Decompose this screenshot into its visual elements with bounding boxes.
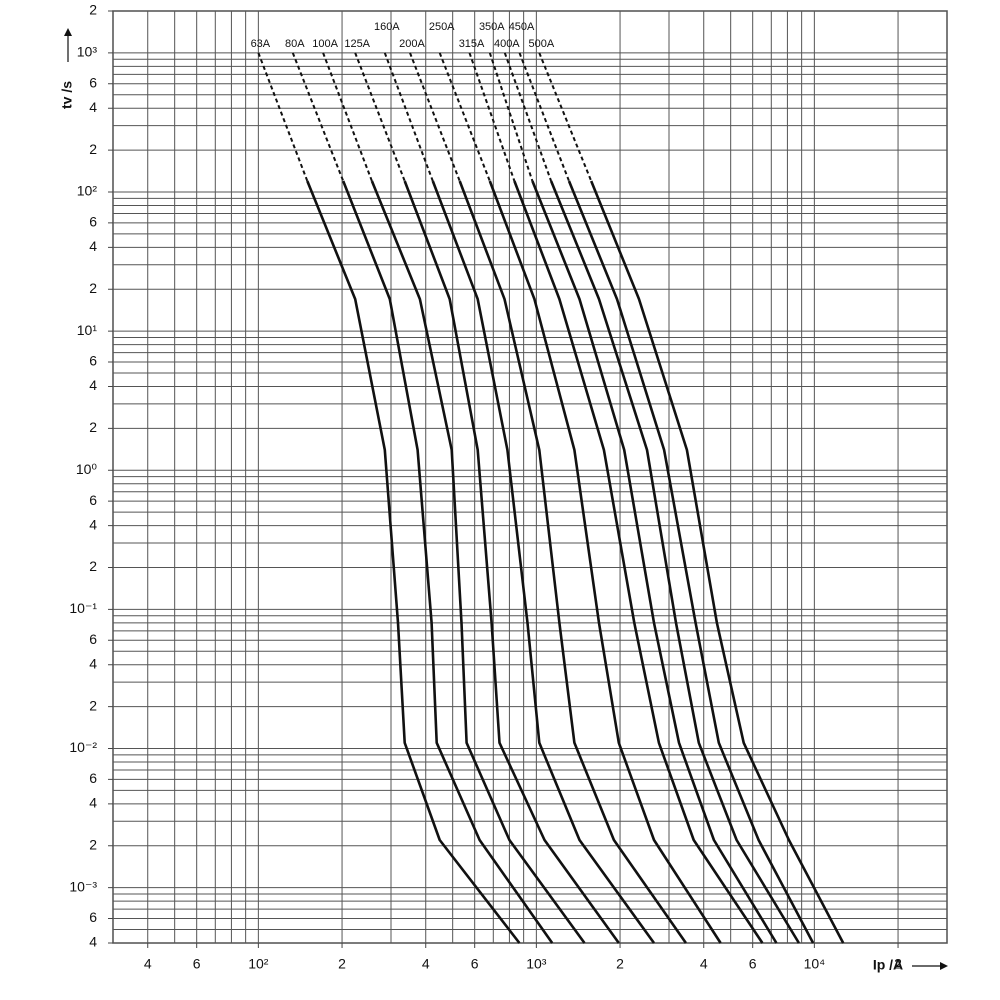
curve-extension — [354, 52, 406, 182]
x-tick-label: 4 — [700, 956, 708, 972]
x-tick-label: 2 — [338, 956, 346, 972]
curve-extension — [538, 52, 593, 182]
x-tick-label: 10³ — [526, 956, 547, 972]
series-label: 250A — [429, 21, 455, 33]
y-tick-label: 4 — [89, 99, 97, 115]
x-tick-label: 10² — [248, 956, 269, 972]
series-label: 315A — [459, 38, 485, 50]
series-label: 400A — [494, 38, 520, 50]
y-tick-label: 4 — [89, 795, 97, 811]
y-tick-label: 4 — [89, 655, 97, 671]
y-tick-label: 6 — [89, 909, 97, 925]
curve-extension — [322, 52, 373, 182]
curve — [306, 180, 521, 944]
curve-extension — [383, 52, 434, 182]
y-tick-label: 10⁻² — [69, 739, 97, 755]
x-tick-label: 6 — [471, 956, 479, 972]
curve — [589, 180, 845, 944]
x-tick-label: 4 — [422, 956, 430, 972]
y-tick-label: 6 — [89, 492, 97, 508]
x-tick-label: 4 — [144, 956, 152, 972]
y-tick-label: 10¹ — [77, 322, 98, 338]
y-axis-label: tv /s — [59, 81, 75, 109]
y-tick-label: 2 — [89, 419, 97, 435]
series-label: 500A — [528, 38, 554, 50]
x-tick-label: 2 — [616, 956, 624, 972]
y-tick-label: 2 — [89, 2, 97, 18]
y-tick-label: 6 — [89, 770, 97, 786]
y-tick-label: 6 — [89, 353, 97, 369]
x-tick-label: 6 — [749, 956, 757, 972]
curve-extension — [503, 52, 553, 182]
series-label: 350A — [479, 21, 505, 33]
series-label: 63A — [251, 38, 271, 50]
y-tick-label: 10² — [77, 183, 98, 199]
series-label: 200A — [399, 38, 425, 50]
curve-extension — [257, 52, 309, 182]
x-axis-label: Ip /A — [873, 957, 903, 973]
curve — [567, 180, 815, 944]
curve — [458, 180, 687, 944]
y-tick-label: 10⁻¹ — [69, 600, 97, 616]
curve — [341, 180, 554, 944]
curve — [513, 180, 764, 944]
y-tick-label: 10⁰ — [76, 461, 98, 477]
series-label: 100A — [312, 38, 338, 50]
x-tick-label: 2 — [894, 956, 902, 972]
y-tick-label: 6 — [89, 214, 97, 230]
curve — [403, 180, 620, 944]
curve-extension — [291, 52, 345, 182]
y-tick-label: 2 — [89, 697, 97, 713]
curve — [549, 180, 801, 944]
y-tick-label: 2 — [89, 141, 97, 157]
series-label: 80A — [285, 38, 305, 50]
series-label: 160A — [374, 21, 400, 33]
curve-extension — [409, 52, 461, 182]
y-tick-label: 10⁻³ — [69, 878, 97, 894]
y-tick-label: 2 — [89, 836, 97, 852]
curve-extension — [438, 52, 491, 182]
curve-extension — [488, 52, 534, 182]
y-tick-label: 4 — [89, 934, 97, 950]
curve — [531, 180, 778, 944]
curve — [431, 180, 656, 944]
y-tick-label: 6 — [89, 74, 97, 90]
y-tick-label: 2 — [89, 558, 97, 574]
y-axis-arrowhead — [64, 28, 72, 36]
series-label: 125A — [344, 38, 370, 50]
y-tick-label: 4 — [89, 238, 97, 254]
y-tick-label: 10³ — [77, 44, 98, 60]
y-tick-label: 4 — [89, 516, 97, 532]
curve-extension — [518, 52, 570, 182]
y-tick-label: 6 — [89, 631, 97, 647]
series-label: 450A — [509, 21, 535, 33]
curve-extension — [468, 52, 516, 182]
x-axis-arrowhead — [940, 962, 948, 970]
x-tick-label: 6 — [193, 956, 201, 972]
curve — [370, 180, 586, 944]
x-tick-label: 10⁴ — [804, 956, 826, 972]
y-tick-label: 4 — [89, 377, 97, 393]
y-tick-label: 2 — [89, 280, 97, 296]
curve — [488, 180, 722, 944]
